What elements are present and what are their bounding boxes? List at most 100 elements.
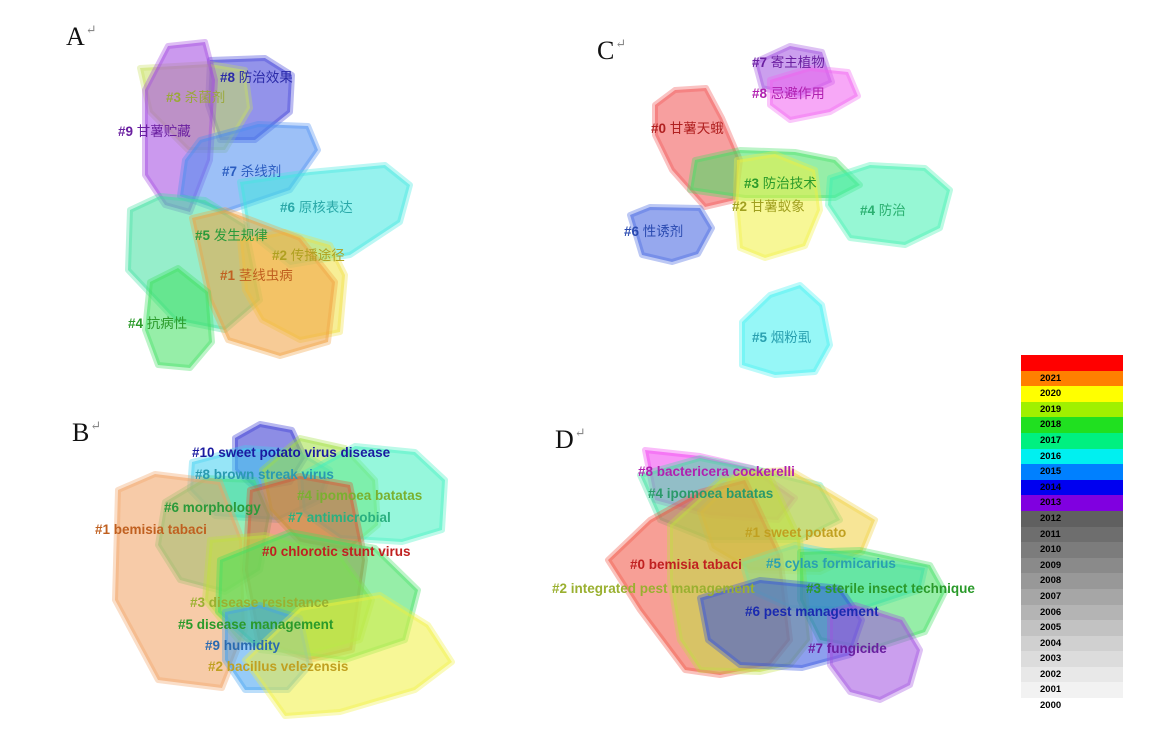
cluster-id: #4 (297, 488, 316, 503)
cluster-id: #7 (752, 55, 771, 70)
cluster-label-c-5: #5 烟粉虱 (752, 326, 811, 346)
legend-row-2008: 2008 (1021, 573, 1123, 589)
cluster-hull-c-6 (627, 204, 715, 265)
cluster-label-b-1: #1 bemisia tabaci (95, 522, 207, 537)
cluster-label-d-8: #8 bactericera cockerelli (638, 464, 795, 479)
cluster-label-b-9: #9 humidity (205, 638, 280, 653)
cluster-id: #0 (262, 544, 281, 559)
cluster-label-b-7: #7 antimicrobial (288, 510, 391, 525)
cluster-hull-a-1 (189, 207, 338, 359)
cluster-label-a-5: #5 发生规律 (195, 224, 268, 244)
cluster-name: 烟粉虱 (770, 330, 812, 346)
cluster-name: chlorotic stunt virus (280, 544, 411, 559)
legend-row-2015: 2015 (1021, 464, 1123, 480)
cluster-id: #7 (808, 641, 827, 656)
cluster-label-c-3: #3 防治技术 (744, 172, 817, 192)
cluster-id: #3 (744, 176, 763, 191)
cluster-id: #4 (128, 316, 147, 331)
cluster-hull-c-2 (733, 151, 823, 261)
cluster-name: 原核表达 (298, 200, 353, 216)
cluster-label-c-8: #8 忌避作用 (752, 82, 825, 102)
cluster-name: bemisia tabaci (648, 557, 742, 572)
cluster-name: 发生规律 (213, 228, 268, 244)
legend-row-2009: 2009 (1021, 557, 1123, 574)
legend-row-2004: 2004 (1021, 635, 1123, 652)
cluster-name: cylas formicarius (784, 556, 896, 571)
cluster-label-d-4: #4 ipomoea batatas (648, 486, 773, 501)
cluster-id: #9 (118, 124, 137, 139)
cluster-id: #6 (280, 200, 299, 215)
cluster-id: #8 (752, 86, 771, 101)
cluster-id: #1 (220, 268, 239, 283)
legend-row-2011: 2011 (1021, 526, 1123, 543)
cluster-label-d-2: #2 integrated pest management (552, 581, 755, 596)
cluster-name: ipomoea batatas (315, 488, 423, 503)
cluster-hull-b-2 (242, 592, 455, 719)
cluster-id: #4 (648, 486, 667, 501)
legend-row-top (1021, 355, 1123, 371)
cluster-name: 茎线虫病 (238, 268, 293, 284)
cluster-id: #0 (651, 121, 670, 136)
year-color-legend: 2021 2020 2019 2018 2017 2016 2015 2014 2013 2012… (1021, 355, 1123, 714)
cluster-hull-c-8 (767, 65, 861, 123)
cluster-id: #5 (178, 617, 197, 632)
cluster-id: #5 (752, 330, 771, 345)
cluster-label-a-3: #3 杀菌剂 (166, 86, 225, 106)
cluster-label-a-4: #4 抗病性 (128, 312, 187, 332)
legend-row-2017: 2017 (1021, 432, 1123, 449)
legend-row-2007: 2007 (1021, 588, 1123, 605)
cluster-name: 防治 (878, 203, 906, 219)
legend-row-2003: 2003 (1021, 651, 1123, 667)
cluster-label-b-10: #10 sweet potato virus disease (192, 445, 390, 460)
panel-letter-b: B↵ (72, 418, 102, 447)
cluster-name: bactericera cockerelli (656, 464, 795, 479)
cluster-name: ipomoea batatas (666, 486, 774, 501)
cluster-label-b-5: #5 disease management (178, 617, 333, 632)
legend-row-2010: 2010 (1021, 542, 1123, 558)
cluster-name: 甘薯天蛾 (669, 121, 724, 137)
cluster-name: fungicide (826, 641, 887, 656)
legend-row-2006: 2006 (1021, 604, 1123, 621)
cluster-id: #8 (220, 70, 239, 85)
panel-letter-a: A↵ (66, 22, 97, 51)
cluster-id: #1 (95, 522, 114, 537)
cluster-id: #6 (624, 224, 643, 239)
cluster-id: #1 (745, 525, 764, 540)
cluster-name: disease management (196, 617, 334, 632)
cluster-id: #2 (208, 659, 227, 674)
cluster-name: morphology (182, 500, 261, 515)
cluster-label-d-5: #5 cylas formicarius (766, 556, 896, 571)
cluster-hull-c-4 (825, 162, 953, 248)
cluster-id: #8 (195, 467, 214, 482)
cluster-label-d-7: #7 fungicide (808, 641, 887, 656)
cluster-hull-a-4 (142, 265, 215, 371)
cluster-name: 防治效果 (238, 70, 293, 86)
cluster-label-b-0: #0 chlorotic stunt virus (262, 544, 411, 559)
cluster-id: #3 (166, 90, 185, 105)
cluster-name: sweet potato (763, 525, 847, 540)
cluster-label-a-7: #7 杀线剂 (222, 160, 281, 180)
legend-row-2019: 2019 (1021, 401, 1123, 418)
cluster-label-a-6: #6 原核表达 (280, 196, 353, 216)
panel-letter-c: C↵ (597, 36, 627, 65)
cluster-name: bemisia tabaci (113, 522, 207, 537)
cluster-name: antimicrobial (306, 510, 391, 525)
cluster-name: brown streak virus (213, 467, 334, 482)
cluster-id: #7 (288, 510, 307, 525)
cluster-label-d-1: #1 sweet potato (745, 525, 846, 540)
legend-row-2012: 2012 (1021, 510, 1123, 527)
cluster-id: #6 (164, 500, 183, 515)
cluster-name: bacillus velezensis (226, 659, 349, 674)
cluster-id: #3 (190, 595, 209, 610)
cluster-id: #2 (732, 199, 751, 214)
cluster-label-b-2: #2 bacillus velezensis (208, 659, 348, 674)
cluster-label-a-8: #8 防治效果 (220, 66, 293, 86)
cluster-label-a-2: #2 传播途径 (272, 244, 345, 264)
legend-row-2013: 2013 (1021, 495, 1123, 511)
cluster-name: sweet potato virus disease (218, 445, 391, 460)
cluster-label-b-3: #3 disease resistance (190, 595, 329, 610)
cluster-name: 性诱剂 (642, 224, 684, 240)
cluster-name: pest management (763, 604, 879, 619)
legend-row-2014: 2014 (1021, 479, 1123, 496)
